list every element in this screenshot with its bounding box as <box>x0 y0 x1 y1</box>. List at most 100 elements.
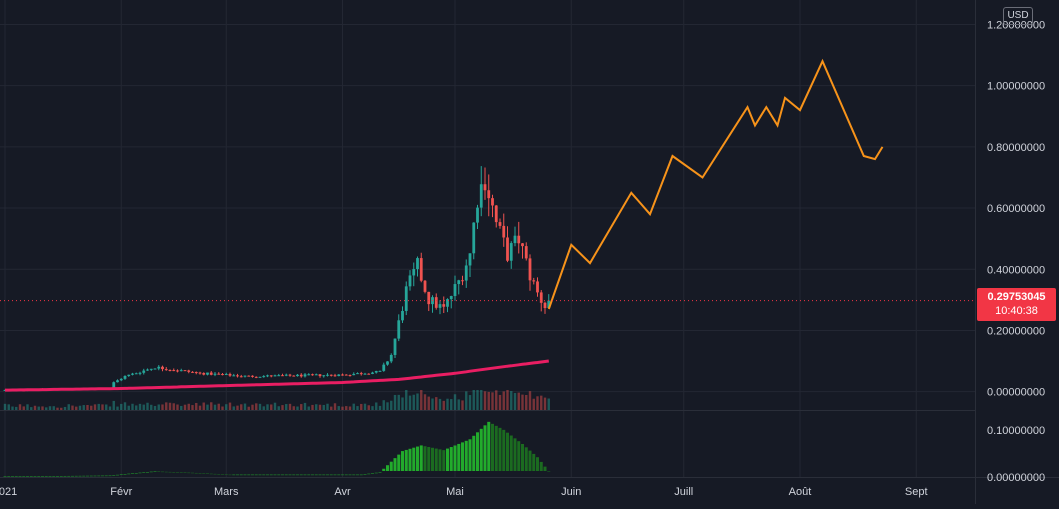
candle-body[interactable] <box>254 376 258 378</box>
candle-body[interactable] <box>269 375 273 377</box>
candle-body[interactable] <box>483 184 487 191</box>
candle-body[interactable] <box>367 373 371 375</box>
candle-body[interactable] <box>457 280 461 285</box>
candle-body[interactable] <box>157 366 161 369</box>
candle-body[interactable] <box>359 373 363 375</box>
candle-body[interactable] <box>146 369 149 371</box>
candle-body[interactable] <box>134 373 138 375</box>
candle-body[interactable] <box>408 275 412 287</box>
candle-body[interactable] <box>337 374 341 377</box>
candle-body[interactable] <box>116 380 119 383</box>
candle-body[interactable] <box>209 372 213 375</box>
candle-body[interactable] <box>292 375 296 377</box>
candle-body[interactable] <box>517 235 521 244</box>
candle-body[interactable] <box>217 373 221 375</box>
candle-body[interactable] <box>164 369 168 371</box>
candle-body[interactable] <box>393 338 397 355</box>
candle-body[interactable] <box>127 374 131 376</box>
candle-body[interactable] <box>198 372 202 374</box>
candle-body[interactable] <box>299 374 303 377</box>
candle-body[interactable] <box>138 372 142 374</box>
candle-body[interactable] <box>161 366 164 370</box>
candle-body[interactable] <box>401 310 404 321</box>
candle-body[interactable] <box>206 372 209 375</box>
candle-body[interactable] <box>532 280 536 282</box>
candle-body[interactable] <box>277 375 281 377</box>
candle-body[interactable] <box>423 280 427 292</box>
projection-path[interactable] <box>547 58 884 310</box>
candle-body[interactable] <box>479 184 483 208</box>
candle-body[interactable] <box>502 225 506 238</box>
candle-body[interactable] <box>112 382 116 389</box>
candle-body[interactable] <box>179 370 183 372</box>
candle-body[interactable] <box>438 304 442 308</box>
candle-body[interactable] <box>416 258 419 270</box>
candle-body[interactable] <box>172 370 176 372</box>
candle-body[interactable] <box>247 375 251 377</box>
candle-body[interactable] <box>153 368 157 370</box>
candle-body[interactable] <box>382 364 386 371</box>
candle-body[interactable] <box>543 302 547 309</box>
candle-body[interactable] <box>288 374 292 376</box>
candle-body[interactable] <box>228 373 232 376</box>
candle-body[interactable] <box>232 375 236 377</box>
candle-body[interactable] <box>318 374 322 377</box>
candle-body[interactable] <box>307 374 311 376</box>
candle-body[interactable] <box>363 373 367 375</box>
candle-body[interactable] <box>131 373 134 375</box>
candle-body[interactable] <box>326 374 329 376</box>
candle-body[interactable] <box>149 368 153 370</box>
candle-body[interactable] <box>491 198 494 206</box>
candle-body[interactable] <box>509 243 513 261</box>
candle-body[interactable] <box>266 375 269 377</box>
candle-body[interactable] <box>236 375 239 377</box>
candle-body[interactable] <box>442 304 446 307</box>
candle-body[interactable] <box>472 222 476 254</box>
candle-body[interactable] <box>183 370 187 372</box>
candle-body[interactable] <box>262 376 266 378</box>
candle-body[interactable] <box>374 370 378 373</box>
candle-body[interactable] <box>453 284 457 297</box>
candle-body[interactable] <box>524 246 528 259</box>
candle-body[interactable] <box>191 371 194 373</box>
candle-body[interactable] <box>314 374 318 376</box>
candle-body[interactable] <box>176 370 179 372</box>
candle-body[interactable] <box>329 374 333 376</box>
candle-body[interactable] <box>296 374 299 377</box>
candle-body[interactable] <box>539 292 543 303</box>
candle-body[interactable] <box>386 361 389 365</box>
candle-body[interactable] <box>506 237 509 261</box>
candle-body[interactable] <box>142 370 146 373</box>
candle-body[interactable] <box>344 374 348 376</box>
candle-body[interactable] <box>251 375 254 377</box>
candle-body[interactable] <box>446 299 449 307</box>
candle-body[interactable] <box>194 372 198 374</box>
candle-body[interactable] <box>213 373 217 375</box>
candle-body[interactable] <box>258 376 262 378</box>
candle-body[interactable] <box>284 374 288 376</box>
candle-body[interactable] <box>498 222 502 226</box>
candle-body[interactable] <box>356 373 359 375</box>
candle-body[interactable] <box>119 378 123 381</box>
candle-body[interactable] <box>378 370 382 372</box>
currency-button[interactable]: USD <box>1003 7 1033 25</box>
candle-body[interactable] <box>311 374 314 376</box>
candle-body[interactable] <box>341 374 344 376</box>
candle-body[interactable] <box>243 375 247 377</box>
candle-body[interactable] <box>494 205 498 223</box>
candle-body[interactable] <box>239 376 243 378</box>
candle-body[interactable] <box>461 280 464 282</box>
candle-body[interactable] <box>397 320 401 339</box>
candle-body[interactable] <box>536 281 539 293</box>
candle-body[interactable] <box>123 375 127 379</box>
candle-body[interactable] <box>202 372 206 375</box>
candle-body[interactable] <box>352 373 356 376</box>
candle-body[interactable] <box>281 375 284 377</box>
candle-body[interactable] <box>322 375 326 377</box>
candle-body[interactable] <box>273 375 277 377</box>
candle-body[interactable] <box>333 375 337 377</box>
candle-body[interactable] <box>449 296 453 300</box>
candle-body[interactable] <box>224 373 228 375</box>
candle-body[interactable] <box>464 265 468 281</box>
